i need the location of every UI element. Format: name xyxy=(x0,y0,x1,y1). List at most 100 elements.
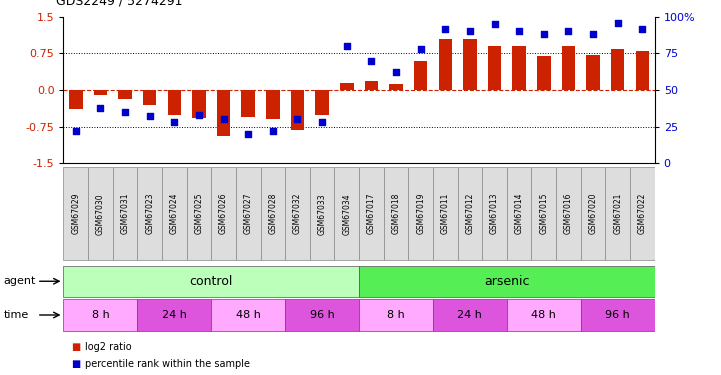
Bar xyxy=(438,39,452,90)
Point xyxy=(317,119,328,125)
Bar xyxy=(513,46,526,90)
Point xyxy=(267,128,278,134)
Text: GSM67029: GSM67029 xyxy=(71,193,80,234)
Bar xyxy=(586,55,600,90)
Text: GSM67021: GSM67021 xyxy=(614,193,622,234)
Text: percentile rank within the sample: percentile rank within the sample xyxy=(85,359,250,369)
Text: GSM67013: GSM67013 xyxy=(490,193,499,234)
Text: GSM67033: GSM67033 xyxy=(318,193,327,235)
Bar xyxy=(242,90,255,117)
Text: 96 h: 96 h xyxy=(606,310,630,320)
Text: arsenic: arsenic xyxy=(484,275,530,288)
Text: GSM67030: GSM67030 xyxy=(96,193,105,235)
Point xyxy=(415,46,426,52)
Bar xyxy=(217,90,230,136)
Text: GSM67023: GSM67023 xyxy=(145,193,154,234)
Point xyxy=(637,26,648,32)
Text: GSM67027: GSM67027 xyxy=(244,193,252,234)
Bar xyxy=(581,167,606,260)
Text: GSM67019: GSM67019 xyxy=(416,193,425,234)
Text: ■: ■ xyxy=(71,359,80,369)
Text: GSM67025: GSM67025 xyxy=(195,193,203,234)
Point xyxy=(193,112,205,118)
Bar xyxy=(285,300,359,330)
Bar xyxy=(340,83,353,90)
Bar xyxy=(236,167,260,260)
Bar xyxy=(291,90,304,130)
Text: agent: agent xyxy=(4,276,36,286)
Text: GSM67016: GSM67016 xyxy=(564,193,573,234)
Bar xyxy=(556,167,581,260)
Point xyxy=(538,32,549,38)
Bar xyxy=(488,46,501,90)
Text: ■: ■ xyxy=(71,342,80,352)
Point xyxy=(513,28,525,34)
Bar xyxy=(94,90,107,95)
Text: GSM67026: GSM67026 xyxy=(219,193,228,234)
Bar xyxy=(537,56,551,90)
Point xyxy=(341,43,353,49)
Point xyxy=(390,69,402,75)
Text: GSM67022: GSM67022 xyxy=(638,193,647,234)
Bar xyxy=(69,90,82,108)
Bar xyxy=(606,167,630,260)
Point xyxy=(489,21,500,27)
Text: log2 ratio: log2 ratio xyxy=(85,342,132,352)
Text: GSM67015: GSM67015 xyxy=(539,193,548,234)
Bar xyxy=(162,167,187,260)
Text: control: control xyxy=(190,275,233,288)
Text: time: time xyxy=(4,310,29,320)
Text: 96 h: 96 h xyxy=(310,310,335,320)
Bar xyxy=(433,300,507,330)
Bar xyxy=(335,167,359,260)
Text: GSM67018: GSM67018 xyxy=(392,193,400,234)
Text: 24 h: 24 h xyxy=(457,310,482,320)
Point xyxy=(94,105,106,111)
Bar xyxy=(143,90,156,105)
Point xyxy=(440,26,451,32)
Text: GSM67024: GSM67024 xyxy=(170,193,179,234)
Point xyxy=(588,32,599,38)
Text: GSM67014: GSM67014 xyxy=(515,193,523,234)
Bar xyxy=(507,167,531,260)
Bar xyxy=(211,167,236,260)
Text: GSM67032: GSM67032 xyxy=(293,193,302,234)
Text: 24 h: 24 h xyxy=(162,310,187,320)
Bar xyxy=(167,90,181,116)
Point xyxy=(70,128,81,134)
Point xyxy=(562,28,574,34)
Bar xyxy=(389,84,403,90)
Bar xyxy=(433,167,458,260)
Text: GDS2249 / 5274291: GDS2249 / 5274291 xyxy=(56,0,182,8)
Bar xyxy=(137,167,162,260)
Text: GSM67011: GSM67011 xyxy=(441,193,450,234)
Point xyxy=(612,20,624,26)
Text: GSM67012: GSM67012 xyxy=(466,193,474,234)
Bar xyxy=(359,167,384,260)
Bar xyxy=(88,167,112,260)
Bar xyxy=(211,300,285,330)
Point xyxy=(218,116,229,122)
Bar xyxy=(193,90,205,118)
Bar xyxy=(630,167,655,260)
Bar xyxy=(482,167,507,260)
Bar xyxy=(285,167,310,260)
Bar xyxy=(384,167,408,260)
Bar xyxy=(581,300,655,330)
Bar xyxy=(63,167,88,260)
Bar xyxy=(118,90,132,99)
Bar xyxy=(137,300,211,330)
Point xyxy=(119,109,131,115)
Bar xyxy=(315,90,329,116)
Text: 48 h: 48 h xyxy=(236,310,261,320)
Bar xyxy=(359,266,655,297)
Bar xyxy=(458,167,482,260)
Bar xyxy=(507,300,581,330)
Text: 8 h: 8 h xyxy=(92,310,110,320)
Text: 8 h: 8 h xyxy=(387,310,405,320)
Bar xyxy=(562,46,575,90)
Bar xyxy=(310,167,335,260)
Point xyxy=(464,28,476,34)
Point xyxy=(242,131,254,137)
Bar xyxy=(636,51,649,90)
